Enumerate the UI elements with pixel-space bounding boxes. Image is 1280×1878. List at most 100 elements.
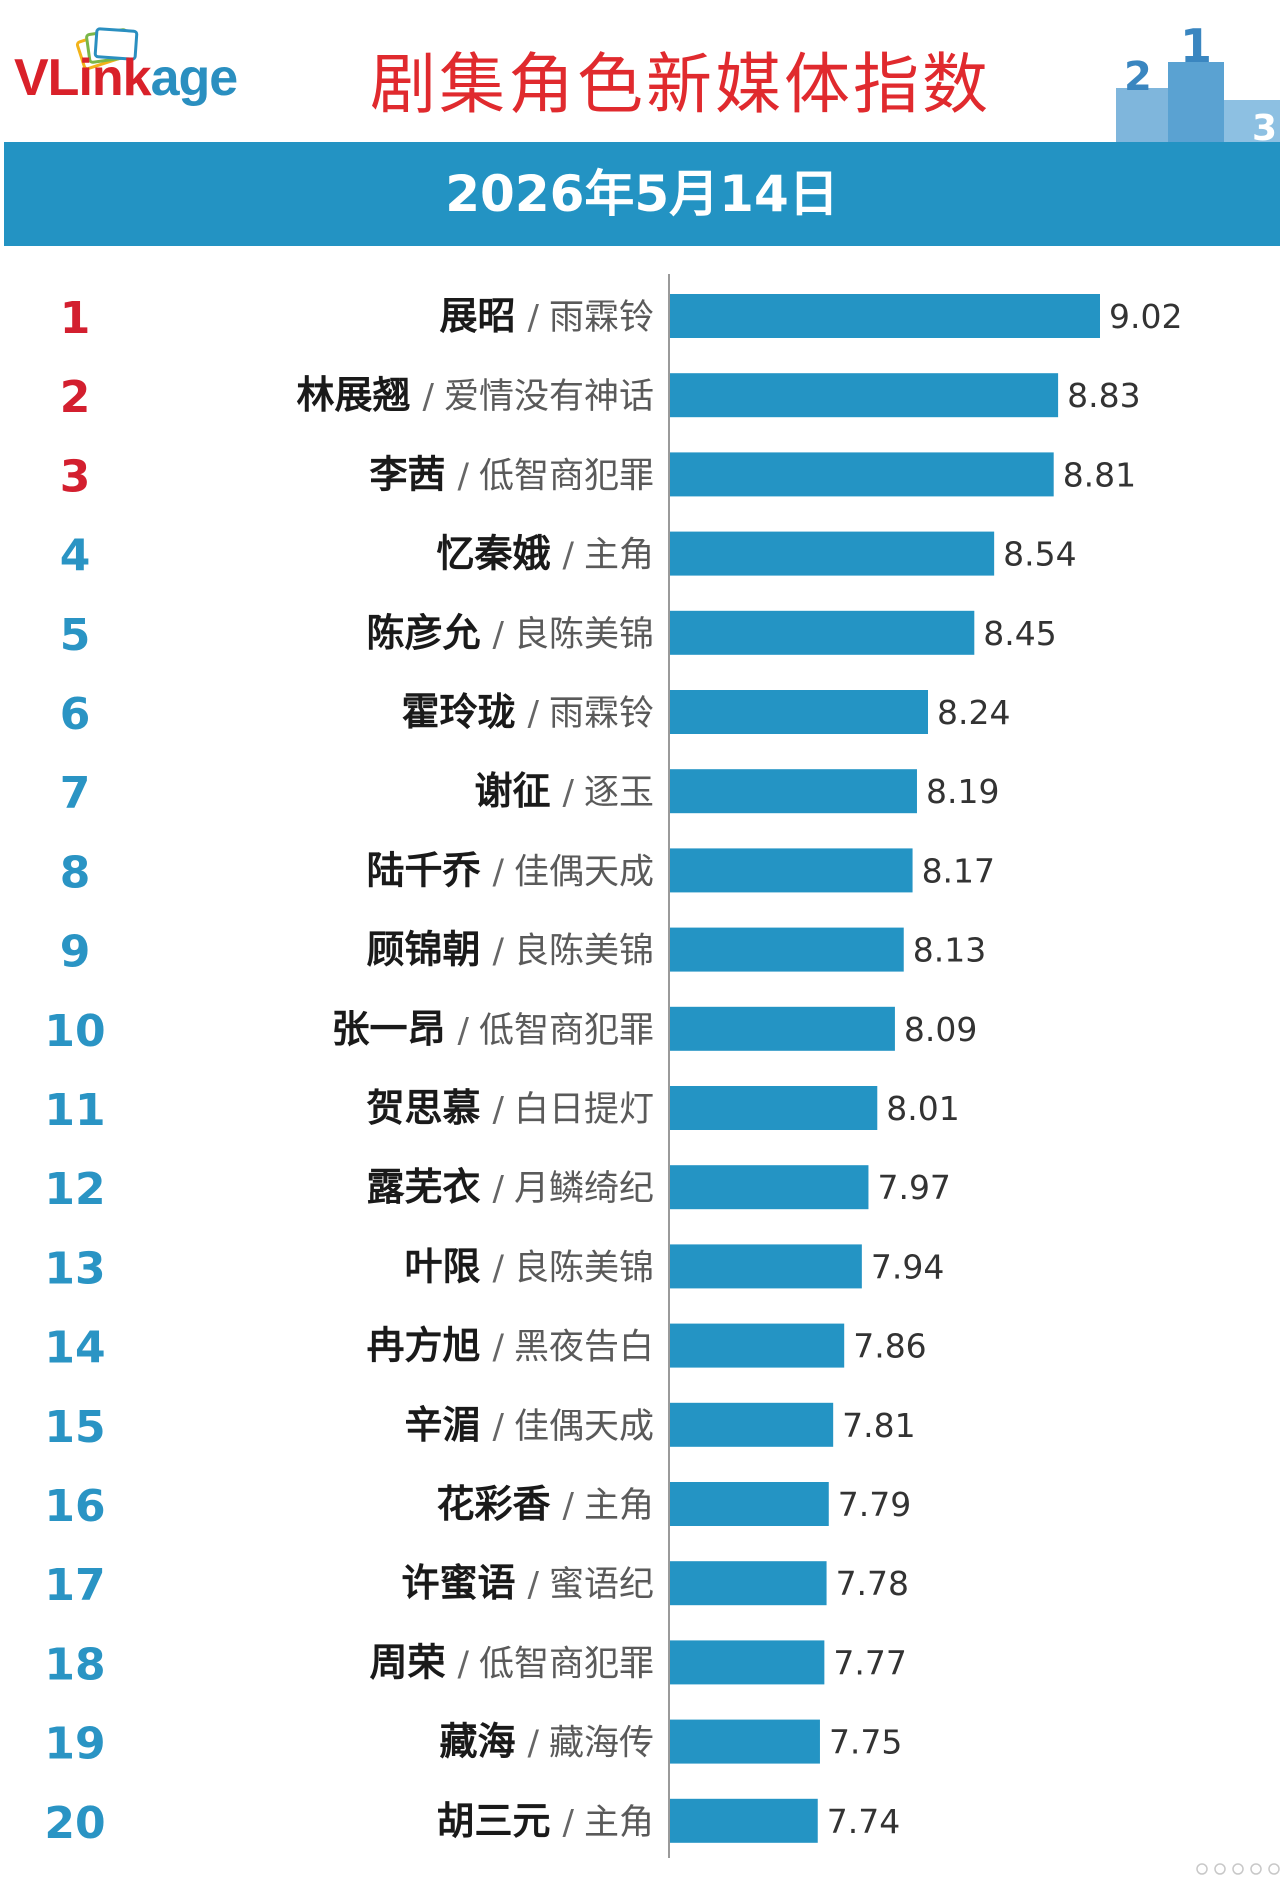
- rank-number: 5: [60, 610, 91, 661]
- value-label: 8.45: [983, 614, 1056, 653]
- drama-name: 藏海传: [549, 1724, 654, 1764]
- more-dots-icon: [1196, 1863, 1280, 1875]
- chart-row: 11 贺思慕 / 白日提灯 8.01: [44, 1085, 959, 1136]
- bar: [670, 690, 928, 734]
- drama-name: 蜜语纪: [549, 1565, 654, 1605]
- chart-row: 12 露芜衣 / 月鳞绮纪 7.97: [44, 1164, 951, 1215]
- logo-text-b: age: [150, 49, 239, 107]
- role-name: 许蜜语: [402, 1561, 516, 1605]
- value-label: 7.86: [853, 1327, 926, 1366]
- label-separator: /: [493, 1248, 505, 1288]
- role-name: 叶限: [405, 1244, 481, 1288]
- drama-name: 主角: [584, 1486, 654, 1526]
- role-name: 辛湄: [405, 1403, 481, 1447]
- rank-number: 14: [44, 1323, 105, 1374]
- bar: [670, 1482, 829, 1526]
- label-separator: /: [458, 456, 470, 496]
- value-label: 8.13: [913, 931, 986, 970]
- label-separator: /: [493, 1407, 505, 1447]
- rank-number: 20: [44, 1798, 105, 1849]
- label-separator: /: [423, 377, 435, 417]
- value-label: 7.94: [871, 1247, 944, 1286]
- bar: [670, 927, 904, 972]
- label-separator: /: [563, 536, 575, 576]
- chart-row: 2 林展翘 / 爱情没有神话 8.83: [60, 372, 1141, 423]
- rank-number: 7: [60, 768, 91, 819]
- chart-row: 4 忆秦娥 / 主角 8.54: [60, 531, 1077, 582]
- drama-name: 低智商犯罪: [479, 1644, 654, 1684]
- row-label: 辛湄 / 佳偶天成: [405, 1403, 655, 1447]
- row-label: 张一昂 / 低智商犯罪: [332, 1007, 655, 1051]
- chart-row: 14 冉方旭 / 黑夜告白 7.86: [44, 1323, 926, 1374]
- value-label: 8.01: [886, 1089, 959, 1128]
- bar: [670, 610, 975, 655]
- value-label: 7.75: [829, 1723, 902, 1762]
- bar: [670, 1165, 869, 1210]
- chart-row: 1 展昭 / 雨霖铃 9.02: [60, 293, 1183, 344]
- value-label: 8.17: [922, 851, 995, 890]
- drama-name: 低智商犯罪: [479, 1011, 654, 1051]
- vlinkage-logo: VLinkage: [14, 49, 239, 107]
- rank-number: 17: [44, 1560, 105, 1611]
- bar: [670, 1798, 818, 1843]
- page-title: 剧集角色新媒体指数: [370, 46, 991, 123]
- row-label: 陆千乔 / 佳偶天成: [367, 848, 655, 892]
- drama-name: 良陈美锦: [514, 1248, 654, 1288]
- row-label: 林展翘 / 爱情没有神话: [297, 373, 655, 417]
- drama-name: 低智商犯罪: [479, 456, 654, 496]
- drama-name: 雨霖铃: [549, 298, 654, 338]
- value-label: 7.97: [877, 1168, 950, 1207]
- row-label: 叶限 / 良陈美锦: [405, 1244, 655, 1288]
- bar: [670, 1640, 825, 1685]
- rank-number: 3: [60, 451, 91, 502]
- chart-rows: 1 展昭 / 雨霖铃 9.022 林展翘 / 爱情没有神话 8.833 李茜 / 低智商犯罪 8.814…: [44, 293, 1182, 1849]
- rank-number: 6: [60, 689, 91, 740]
- rank-number: 15: [44, 1402, 105, 1453]
- role-name: 露芜衣: [367, 1165, 481, 1209]
- label-separator: /: [458, 1644, 470, 1684]
- label-separator: /: [493, 932, 505, 972]
- row-label: 花彩香 / 主角: [437, 1482, 655, 1526]
- bar: [670, 1719, 820, 1764]
- drama-name: 爱情没有神话: [444, 377, 654, 417]
- row-label: 谢征 / 逐玉: [475, 769, 655, 813]
- row-label: 贺思慕 / 白日提灯: [367, 1086, 655, 1130]
- bar: [670, 1244, 862, 1289]
- label-separator: /: [528, 694, 540, 734]
- bar: [670, 1006, 895, 1051]
- bar: [670, 373, 1059, 418]
- logo-cards-icon: [75, 27, 139, 71]
- drama-name: 月鳞绮纪: [514, 1169, 654, 1209]
- value-label: 8.19: [926, 772, 999, 811]
- label-separator: /: [528, 1724, 540, 1764]
- drama-name: 佳偶天成: [514, 852, 654, 892]
- bar: [670, 1402, 834, 1447]
- label-separator: /: [563, 1486, 575, 1526]
- chart-row: 3 李茜 / 低智商犯罪 8.81: [60, 451, 1136, 502]
- value-label: 7.81: [842, 1406, 915, 1445]
- row-label: 许蜜语 / 蜜语纪: [402, 1561, 655, 1605]
- label-separator: /: [493, 1169, 505, 1209]
- rank-number: 12: [44, 1164, 105, 1215]
- chart-row: 20 胡三元 / 主角 7.74: [44, 1798, 900, 1849]
- row-label: 藏海 / 藏海传: [440, 1720, 655, 1764]
- chart-row: 18 周荣 / 低智商犯罪 7.77: [44, 1639, 906, 1690]
- date-banner: 2026年5月14日: [4, 142, 1280, 246]
- label-separator: /: [493, 615, 505, 655]
- value-label: 7.78: [836, 1564, 909, 1603]
- row-label: 忆秦娥 / 主角: [437, 532, 655, 576]
- drama-name: 白日提灯: [514, 1090, 654, 1130]
- role-name: 霍玲珑: [402, 690, 516, 734]
- logo-text-a: VLink: [14, 49, 152, 107]
- row-label: 李茜 / 低智商犯罪: [370, 452, 655, 496]
- podium-digit-1: 1: [1180, 19, 1212, 73]
- role-name: 贺思慕: [367, 1086, 481, 1130]
- role-name: 周荣: [370, 1640, 446, 1684]
- bar: [670, 1323, 845, 1368]
- rank-number: 11: [44, 1085, 105, 1136]
- chart-row: 10 张一昂 / 低智商犯罪 8.09: [44, 1006, 977, 1057]
- label-separator: /: [528, 1565, 540, 1605]
- value-label: 8.24: [937, 693, 1010, 732]
- drama-name: 良陈美锦: [514, 615, 654, 655]
- value-label: 8.83: [1067, 376, 1140, 415]
